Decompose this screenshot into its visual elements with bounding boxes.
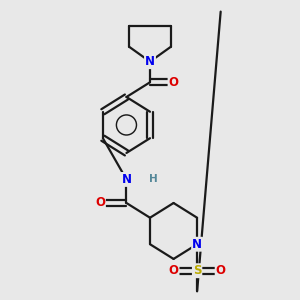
Text: H: H [148,174,157,184]
Text: S: S [193,264,201,277]
Text: N: N [122,173,131,186]
Text: O: O [95,196,105,209]
Text: O: O [169,264,178,277]
Text: N: N [145,55,155,68]
Text: O: O [216,264,226,277]
Text: N: N [192,238,202,251]
Text: O: O [169,76,178,89]
